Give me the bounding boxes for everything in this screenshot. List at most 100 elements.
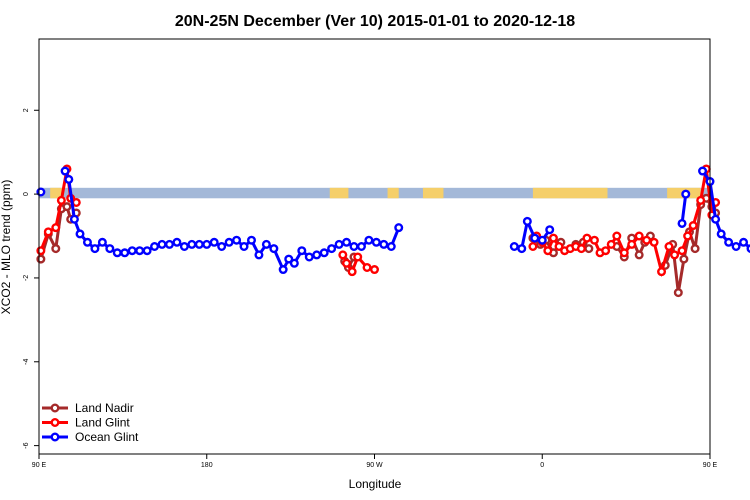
data-point bbox=[370, 265, 380, 275]
data-point bbox=[353, 252, 363, 262]
land-patch bbox=[387, 187, 399, 199]
x-axis-title: Longitude bbox=[349, 477, 402, 491]
data-point bbox=[254, 250, 264, 260]
data-point bbox=[649, 237, 659, 247]
x-axis: 90 E 180 90 W 0 90 E bbox=[32, 454, 718, 469]
data-point bbox=[75, 229, 85, 239]
data-point bbox=[56, 195, 66, 205]
y-tick-label: -2 bbox=[23, 275, 30, 281]
data-point bbox=[64, 174, 74, 184]
data-point bbox=[278, 265, 288, 275]
x-tick-label: 180 bbox=[201, 462, 213, 469]
series-line bbox=[680, 193, 688, 224]
ocean-band bbox=[39, 187, 710, 199]
data-point bbox=[584, 244, 594, 254]
data-point bbox=[530, 233, 540, 243]
data-point bbox=[319, 248, 329, 258]
data-point bbox=[612, 231, 622, 241]
data-point bbox=[105, 244, 115, 254]
data-point bbox=[589, 235, 599, 245]
data-point bbox=[528, 241, 538, 251]
data-point bbox=[582, 233, 592, 243]
data-point bbox=[677, 218, 687, 228]
data-point bbox=[634, 250, 644, 260]
data-point bbox=[670, 250, 680, 260]
data-point bbox=[634, 231, 644, 241]
data-point bbox=[142, 246, 152, 256]
data-point bbox=[362, 262, 372, 272]
legend-swatch-marker bbox=[50, 432, 60, 442]
data-point bbox=[509, 241, 519, 251]
y-tick-label: 2 bbox=[23, 108, 30, 112]
legend-label: Ocean Glint bbox=[75, 430, 139, 444]
data-point bbox=[150, 241, 160, 251]
data-point bbox=[688, 221, 698, 231]
data-point bbox=[157, 239, 167, 249]
legend-item-ocean-glint: Ocean Glint bbox=[42, 430, 139, 444]
data-point bbox=[698, 166, 708, 176]
series-land-glint bbox=[36, 164, 721, 278]
data-point bbox=[224, 237, 234, 247]
data-point bbox=[386, 241, 396, 251]
data-point bbox=[112, 248, 122, 258]
data-point bbox=[517, 244, 527, 254]
data-point bbox=[289, 258, 299, 268]
land-patch bbox=[422, 187, 444, 199]
x-tick-label: 0 bbox=[540, 462, 544, 469]
data-point bbox=[284, 254, 294, 264]
data-point bbox=[724, 237, 734, 247]
data-point bbox=[43, 227, 53, 237]
data-point bbox=[679, 254, 689, 264]
data-point bbox=[537, 235, 547, 245]
data-point bbox=[664, 241, 674, 251]
data-point bbox=[127, 246, 137, 256]
data-point bbox=[716, 229, 726, 239]
data-point bbox=[209, 237, 219, 247]
data-point bbox=[82, 237, 92, 247]
land-patch bbox=[50, 187, 64, 199]
legend-label: Land Nadir bbox=[75, 401, 134, 415]
legend-swatch-marker bbox=[50, 403, 60, 413]
data-point bbox=[619, 248, 629, 258]
data-point bbox=[711, 214, 721, 224]
x-tick-label: 90 E bbox=[703, 462, 718, 469]
data-point bbox=[731, 241, 741, 251]
y-tick-label: 0 bbox=[23, 192, 30, 196]
data-point bbox=[261, 239, 271, 249]
data-point bbox=[683, 231, 693, 241]
data-point bbox=[51, 244, 61, 254]
data-point bbox=[681, 189, 691, 199]
data-point bbox=[217, 241, 227, 251]
data-point bbox=[673, 288, 683, 298]
legend-label: Land Glint bbox=[75, 416, 130, 430]
data-point bbox=[696, 195, 706, 205]
data-point bbox=[627, 239, 637, 249]
data-point bbox=[642, 235, 652, 245]
data-point bbox=[548, 233, 558, 243]
x-tick-label: 90 E bbox=[32, 462, 47, 469]
data-point bbox=[312, 250, 322, 260]
data-point bbox=[97, 237, 107, 247]
data-point bbox=[239, 241, 249, 251]
data-point bbox=[379, 239, 389, 249]
data-point bbox=[338, 250, 348, 260]
data-point bbox=[677, 246, 687, 256]
legend-item-land-nadir: Land Nadir bbox=[42, 401, 134, 415]
data-point bbox=[606, 239, 616, 249]
data-point bbox=[60, 166, 70, 176]
data-point bbox=[69, 214, 79, 224]
data-point bbox=[554, 241, 564, 251]
land-patch bbox=[329, 187, 349, 199]
background-band bbox=[39, 187, 710, 199]
data-point bbox=[269, 244, 279, 254]
data-point bbox=[739, 237, 749, 247]
data-point bbox=[246, 235, 256, 245]
data-point bbox=[334, 239, 344, 249]
data-point bbox=[394, 223, 404, 233]
data-point bbox=[164, 239, 174, 249]
data-point bbox=[746, 244, 750, 253]
data-point bbox=[576, 244, 586, 254]
data-point bbox=[71, 197, 81, 207]
y-tick-label: -6 bbox=[23, 442, 30, 448]
